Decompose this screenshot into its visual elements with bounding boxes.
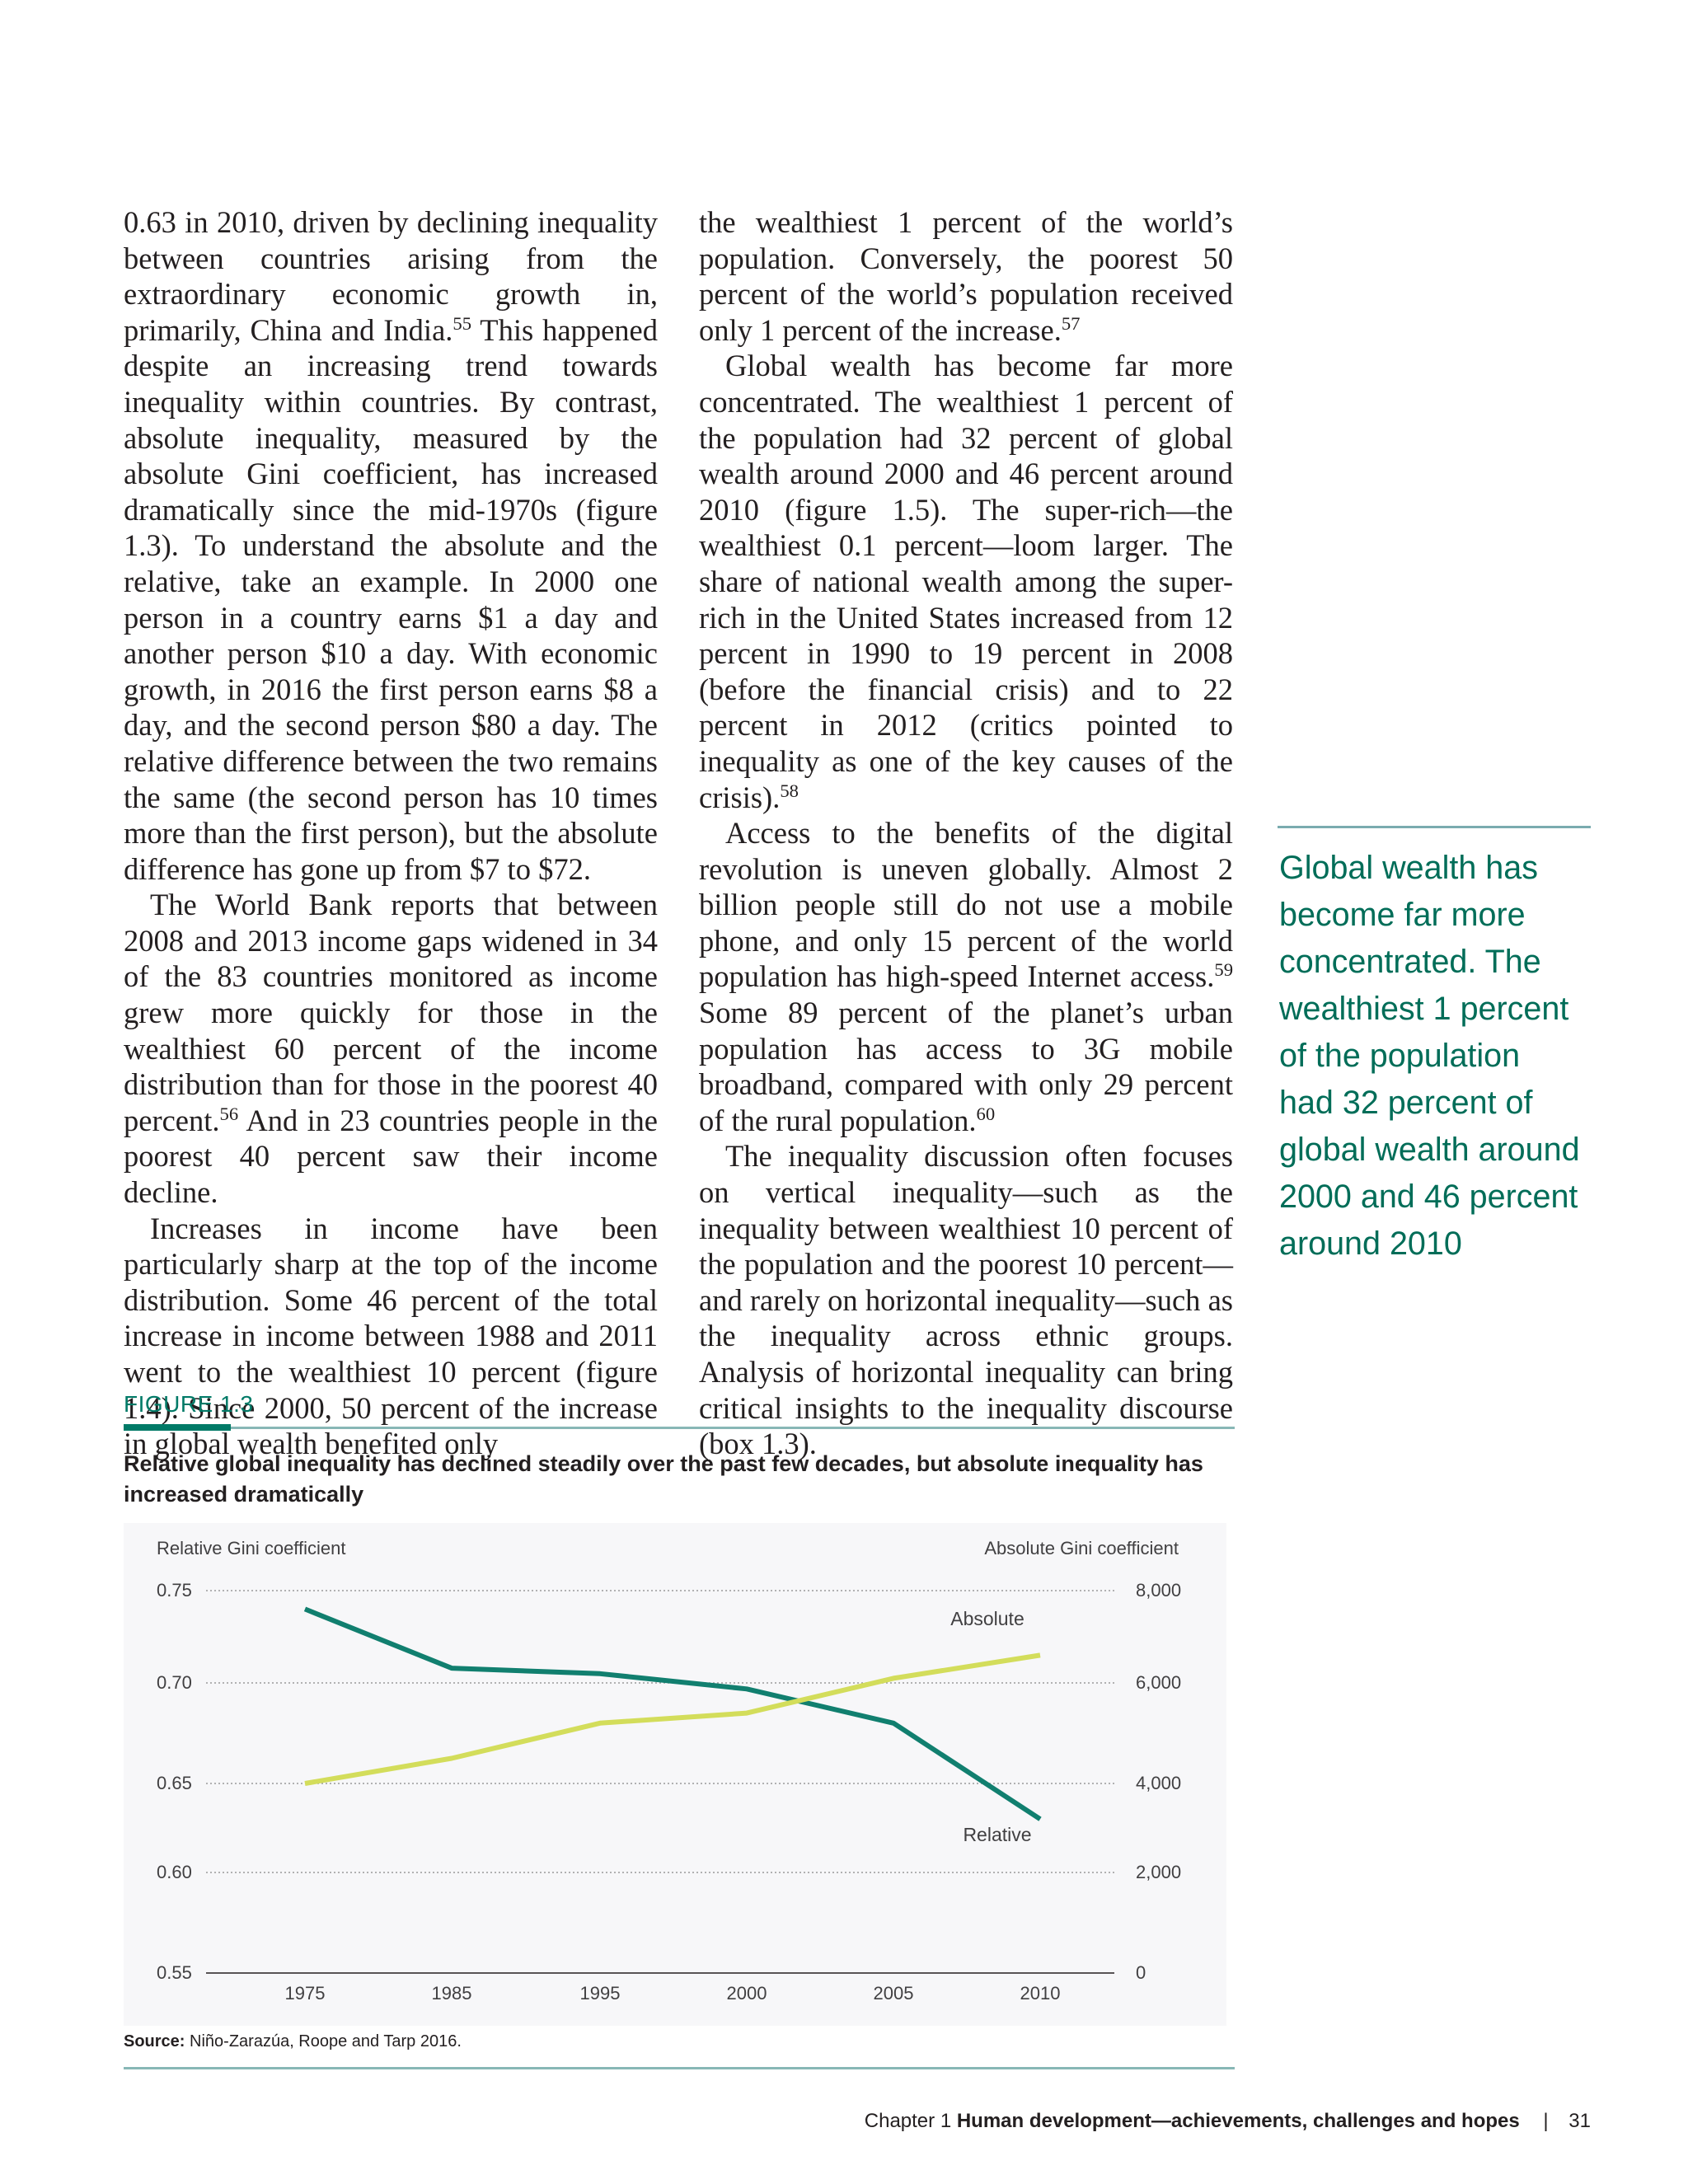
figure-label: FIGURE 1.3 — [124, 1391, 254, 1417]
figure-header: FIGURE 1.3 Relative global inequality ha… — [124, 1391, 1235, 1510]
pull-quote-line: wealthiest 1 percent — [1279, 991, 1569, 1027]
y-right-axis-title: Absolute Gini coefficient — [984, 1538, 1179, 1558]
figure-source: Source: Niño-Zarazúa, Roope and Tarp 201… — [124, 2032, 462, 2051]
x-tick-label: 1985 — [432, 1983, 472, 2004]
page-number: 31 — [1568, 2110, 1591, 2132]
y-left-tick-label: 0.55 — [157, 1962, 192, 1983]
figure-rule — [124, 1424, 1235, 1431]
footnote-ref: 55 — [452, 312, 472, 334]
series-label: Absolute — [950, 1608, 1025, 1629]
x-tick-label: 2000 — [727, 1983, 767, 2004]
footer-separator: | — [1543, 2110, 1549, 2132]
chart: 0.75 8,000 0.70 6,000 0.65 4,000 0.60 2,000 0.55… — [124, 1523, 1226, 2026]
figure-title: Relative global inequality has declined … — [124, 1451, 1203, 1507]
text-column-left: 0.63 in 2010, driven by declining inequa… — [124, 204, 658, 1462]
footnote-ref: 58 — [780, 780, 799, 801]
y-right-tick-label: 4,000 — [1136, 1773, 1181, 1793]
y-left-tick-label: 0.70 — [157, 1672, 192, 1693]
pull-quote: Global wealth has become far more concen… — [1278, 826, 1591, 1268]
y-left-tick-label: 0.60 — [157, 1862, 192, 1882]
y-left-tick-label: 0.65 — [157, 1773, 192, 1793]
figure-bottom-rule — [124, 2067, 1235, 2069]
pull-quote-line: Global wealth has — [1279, 850, 1538, 886]
pull-quote-rule — [1278, 826, 1591, 828]
y-right-tick-label: 8,000 — [1136, 1580, 1181, 1601]
series-line-relative — [303, 1606, 1042, 1821]
y-left-axis-title: Relative Gini coefficient — [157, 1538, 346, 1558]
footer-chapter: Chapter 1 — [864, 2110, 952, 2132]
pull-quote-line: global wealth around — [1279, 1132, 1580, 1168]
y-right-tick-label: 0 — [1136, 1962, 1146, 1983]
y-left-tick-label: 0.75 — [157, 1580, 192, 1601]
page-footer: Chapter 1 Human development—achievements… — [865, 2110, 1591, 2133]
paragraph: The World Bank reports that between 2008… — [124, 888, 658, 1210]
text-column-middle: the wealthiest 1 percent of the world’s … — [699, 204, 1233, 1462]
source-label: Source: — [124, 2032, 185, 2050]
paragraph: Global wealth has become far more concen… — [699, 349, 1233, 814]
footnote-ref: 59 — [1214, 959, 1233, 981]
pull-quote-line: of the population — [1279, 1038, 1521, 1074]
x-tick-label: 1975 — [285, 1983, 326, 2004]
x-tick-label: 1995 — [580, 1983, 621, 2004]
paragraph: 0.63 in 2010, driven by declining inequa… — [124, 205, 658, 886]
x-tick-label: 2010 — [1020, 1983, 1061, 2004]
paragraph: Increases in income have been particular… — [124, 1211, 658, 1461]
pull-quote-line: concentrated. The — [1279, 944, 1541, 980]
x-tick-label: 2005 — [874, 1983, 914, 2004]
footnote-ref: 56 — [219, 1103, 239, 1124]
pull-quote-line: 2000 and 46 percent — [1279, 1179, 1578, 1215]
paragraph: the wealthiest 1 percent of the world’s … — [699, 205, 1233, 347]
pull-quote-line: become far more — [1279, 897, 1526, 933]
y-right-tick-label: 6,000 — [1136, 1672, 1181, 1693]
series-line-absolute — [304, 1652, 1041, 1786]
series-label: Relative — [963, 1824, 1031, 1845]
paragraph: The inequality discussion often focuses … — [699, 1139, 1233, 1461]
pull-quote-line: had 32 percent of — [1279, 1085, 1533, 1121]
source-text: Niño-Zarazúa, Roope and Tarp 2016. — [185, 2032, 462, 2050]
paragraph: Access to the benefits of the digital re… — [699, 816, 1233, 1137]
footer-title: Human development—achievements, challeng… — [956, 2110, 1520, 2132]
pull-quote-line: around 2010 — [1279, 1226, 1462, 1262]
footnote-ref: 57 — [1061, 312, 1081, 334]
y-right-tick-label: 2,000 — [1136, 1862, 1181, 1882]
footnote-ref: 60 — [976, 1103, 996, 1124]
chart-svg: 0.75 8,000 0.70 6,000 0.65 4,000 0.60 2,000 0.55… — [157, 1538, 1181, 2004]
